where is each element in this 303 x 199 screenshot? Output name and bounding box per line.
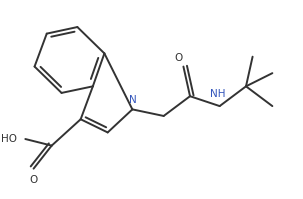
Text: O: O (29, 175, 38, 185)
Text: NH: NH (210, 89, 226, 99)
Text: HO: HO (1, 134, 17, 144)
Text: N: N (128, 95, 136, 105)
Text: O: O (174, 53, 183, 63)
